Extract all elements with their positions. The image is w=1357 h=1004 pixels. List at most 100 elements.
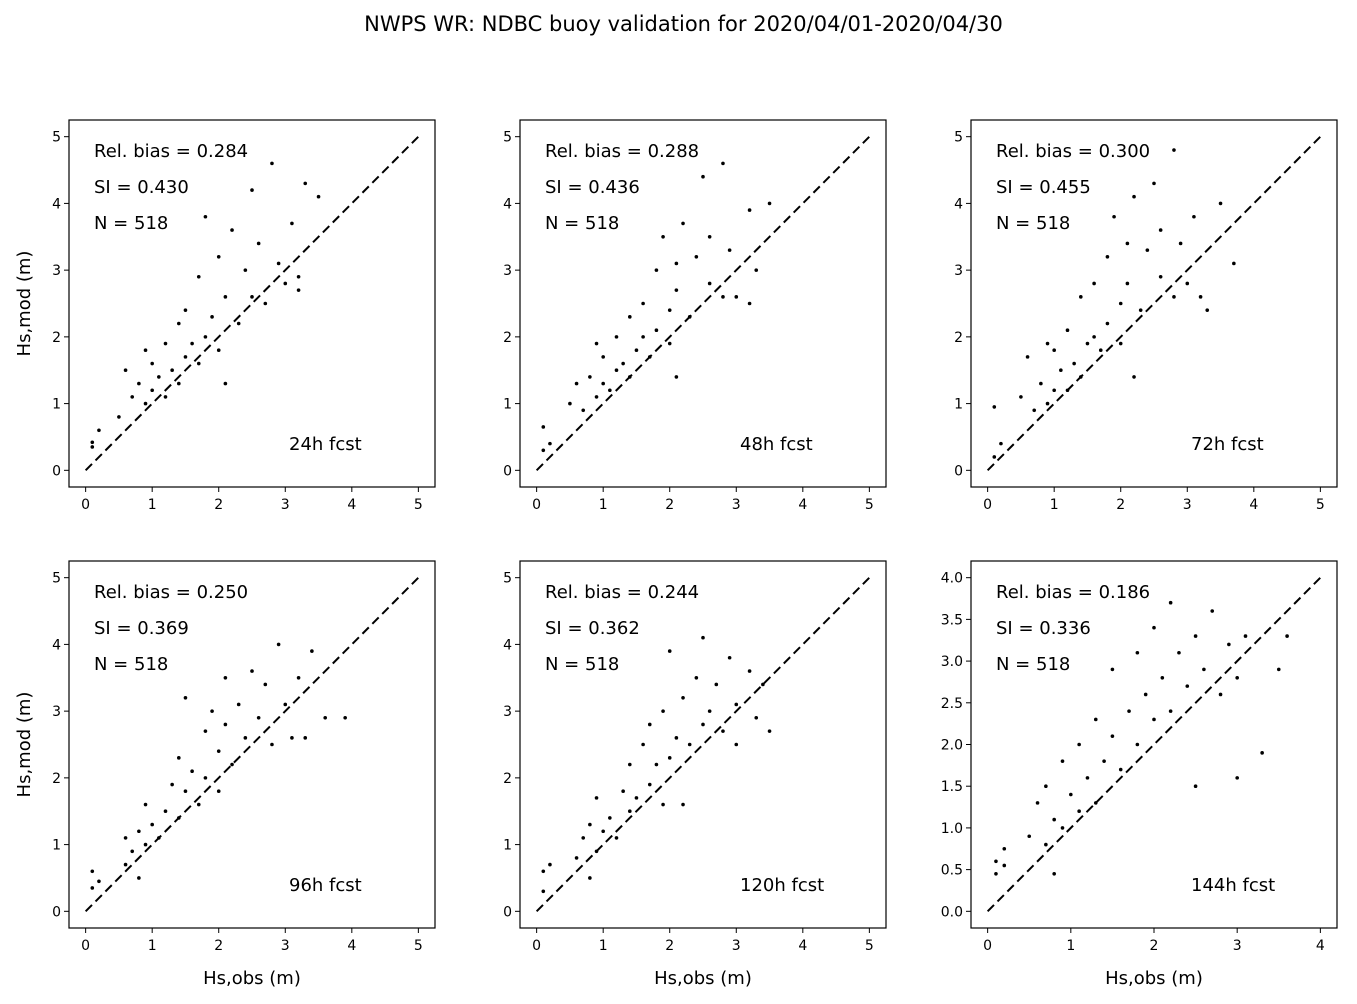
data-point — [714, 682, 719, 687]
rel-bias-annotation: Rel. bias = 0.250 — [94, 582, 248, 603]
data-point — [1178, 241, 1183, 246]
one-to-one-line — [986, 576, 1322, 913]
data-point — [1218, 201, 1223, 206]
data-point — [157, 836, 161, 840]
data-point — [1105, 254, 1110, 259]
data-point — [1118, 767, 1123, 772]
data-point — [1098, 348, 1103, 353]
data-point — [137, 381, 141, 386]
x-axis-label: Hs,obs (m) — [203, 968, 301, 989]
data-point — [1127, 709, 1131, 713]
rel-bias-annotation: Rel. bias = 0.244 — [545, 582, 699, 603]
x-tick-label: 3 — [732, 938, 741, 954]
data-point — [1065, 328, 1070, 332]
data-point — [707, 281, 712, 286]
data-point — [621, 789, 625, 794]
axes-frame — [68, 119, 436, 488]
data-point — [1276, 667, 1281, 672]
x-tick-label: 1 — [599, 938, 608, 954]
data-point — [150, 361, 154, 366]
data-point — [90, 445, 95, 449]
data-point — [1110, 734, 1115, 738]
data-point — [667, 756, 672, 760]
data-point — [1002, 846, 1007, 851]
data-point — [1085, 776, 1090, 780]
data-point — [296, 675, 301, 680]
data-point — [216, 749, 221, 753]
y-tick-label: 2 — [52, 771, 61, 787]
data-point — [661, 709, 665, 713]
data-point — [641, 742, 645, 747]
x-tick-label: 5 — [1316, 497, 1325, 513]
data-point — [283, 281, 288, 286]
data-point — [628, 809, 632, 814]
x-tick-label: 2 — [1150, 938, 1159, 954]
data-point — [654, 762, 659, 767]
data-point — [614, 335, 619, 339]
data-point — [1112, 214, 1116, 219]
data-point — [316, 194, 321, 199]
y-tick-label: 1 — [503, 397, 512, 413]
data-point — [1260, 751, 1264, 755]
data-point — [1052, 817, 1056, 822]
data-point — [1202, 667, 1206, 672]
si-annotation: SI = 0.362 — [545, 618, 640, 639]
y-tick-label: 3.0 — [941, 654, 963, 670]
data-point — [163, 809, 168, 814]
data-point — [1158, 228, 1163, 232]
x-tick-label: 4 — [347, 497, 356, 513]
data-point — [1227, 642, 1231, 647]
data-point — [183, 695, 188, 700]
data-point — [608, 816, 612, 820]
data-point — [1135, 742, 1140, 747]
data-point — [541, 425, 546, 429]
y-tick-label: 5 — [503, 130, 512, 146]
data-point — [216, 254, 221, 259]
data-point — [236, 702, 241, 707]
y-tick-label: 0.5 — [941, 863, 963, 879]
one-to-one-line — [84, 135, 420, 472]
data-point — [143, 401, 148, 406]
one-to-one-line — [535, 576, 871, 913]
data-point — [210, 315, 214, 319]
data-point — [681, 221, 685, 226]
si-annotation: SI = 0.436 — [545, 177, 640, 198]
data-point — [601, 355, 605, 359]
data-point — [1285, 634, 1289, 638]
data-point — [1210, 609, 1215, 613]
data-point — [290, 736, 294, 740]
data-point — [1160, 675, 1165, 680]
y-tick-label: 0 — [52, 904, 61, 920]
data-point — [123, 862, 128, 867]
data-point — [761, 682, 765, 687]
y-tick-label: 4 — [52, 196, 61, 212]
forecast-label: 144h fcst — [1191, 875, 1275, 896]
y-tick-label: 0 — [52, 463, 61, 479]
data-point — [196, 361, 201, 366]
data-point — [1235, 776, 1239, 780]
y-tick-label: 5 — [52, 130, 61, 146]
one-to-one-line — [84, 576, 420, 913]
y-tick-label: 0 — [503, 904, 512, 920]
data-point — [634, 796, 639, 800]
data-point — [1177, 650, 1181, 655]
data-point — [661, 802, 665, 807]
data-point — [177, 756, 181, 760]
x-axis-label: Hs,obs (m) — [1105, 968, 1203, 989]
data-point — [143, 802, 148, 807]
si-annotation: SI = 0.336 — [996, 618, 1091, 639]
forecast-label: 96h fcst — [289, 875, 362, 896]
data-point — [667, 341, 672, 346]
y-tick-label: 1 — [52, 838, 61, 854]
data-point — [641, 301, 645, 306]
data-point — [177, 816, 181, 820]
data-point — [588, 822, 592, 827]
data-point — [256, 716, 261, 720]
data-point — [1132, 375, 1136, 379]
x-tick-label: 3 — [732, 497, 741, 513]
data-point — [1143, 692, 1148, 697]
data-point — [1093, 801, 1098, 805]
data-point — [1235, 675, 1239, 680]
x-tick-label: 4 — [347, 938, 356, 954]
